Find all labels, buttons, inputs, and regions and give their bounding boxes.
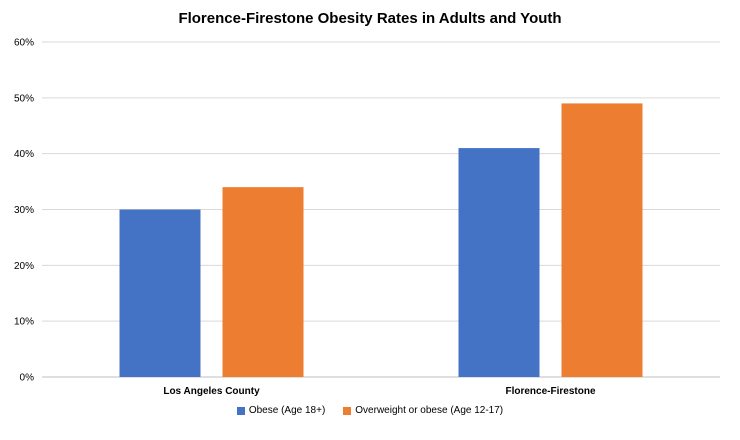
y-tick-label-20: 20% [14,261,34,272]
bar-obese-0 [119,209,201,377]
y-tick-label-50: 50% [14,93,34,104]
legend: Obese (Age 18+) Overweight or obese (Age… [0,405,740,416]
legend-item-overweight: Overweight or obese (Age 12-17) [343,405,503,416]
x-tick-label-1: Florence-Firestone [505,386,595,397]
x-tick-label-0: Los Angeles County [163,386,260,397]
legend-item-obese: Obese (Age 18+) [236,405,326,416]
y-tick-label-0: 0% [20,373,35,384]
bar-overweight-1 [561,103,643,378]
legend-swatch-obese [236,406,245,415]
legend-label-overweight: Overweight or obese (Age 12-17) [355,405,504,416]
y-tick-label-40: 40% [14,149,34,160]
y-tick-label-10: 10% [14,317,34,328]
legend-label-obese: Obese (Age 18+) [248,405,326,416]
bar-overweight-0 [222,187,304,377]
y-tick-label-30: 30% [14,205,34,216]
bar-obese-1 [458,148,540,377]
y-tick-label-60: 60% [14,38,34,49]
chart-title: Florence-Firestone Obesity Rates in Adul… [178,10,562,27]
legend-swatch-overweight [343,406,352,415]
